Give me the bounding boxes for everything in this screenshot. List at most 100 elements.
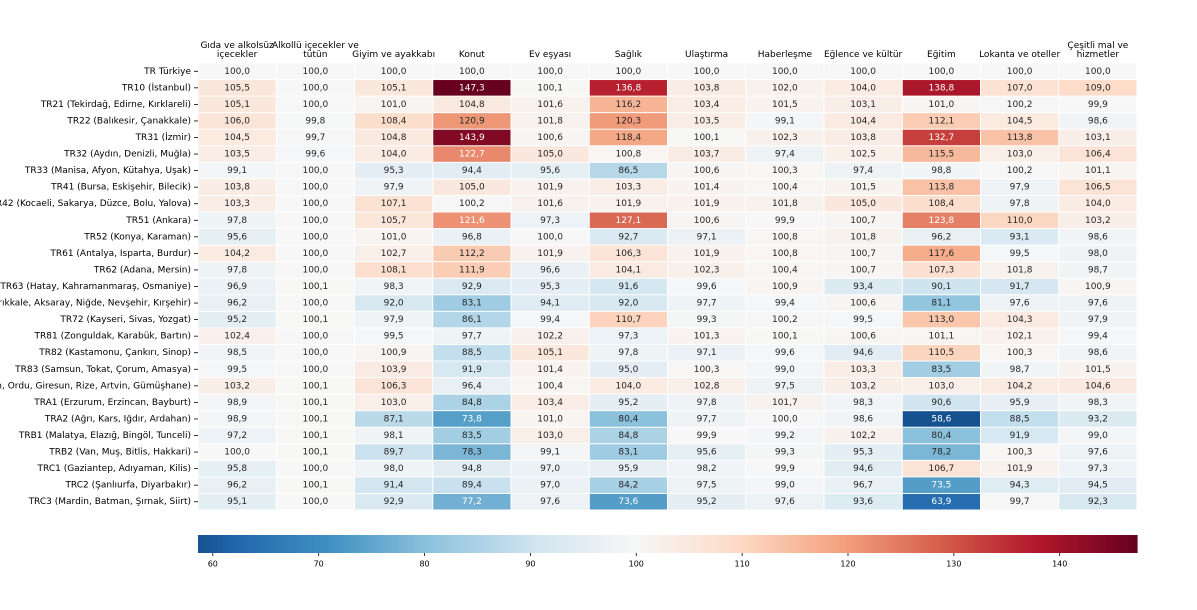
heatmap-cell <box>746 179 824 195</box>
cell-label: 94,6 <box>853 464 873 474</box>
heatmap-cell <box>589 311 667 328</box>
heatmap-cell <box>1059 113 1137 129</box>
cell-label: 83,1 <box>462 299 482 309</box>
heatmap-cell <box>511 262 589 278</box>
heatmap-cell <box>433 460 511 477</box>
colorbar-segment <box>755 535 759 553</box>
heatmap-cell <box>1059 245 1137 262</box>
colorbar-segment <box>523 535 528 553</box>
heatmap-cell <box>668 361 746 378</box>
heatmap-cell <box>746 427 824 444</box>
heatmap-cell <box>276 295 354 311</box>
colorbar-segment <box>1061 535 1066 553</box>
cell-label: 100,6 <box>694 166 720 176</box>
row-label: TR22 (Balıkesir, Çanakkale) <box>66 116 191 126</box>
heatmap-cell <box>981 328 1059 344</box>
colorbar-tick-label: 80 <box>419 560 429 569</box>
heatmap-cell <box>511 195 589 212</box>
colorbar-segment <box>986 535 991 553</box>
colorbar-segment <box>902 535 906 553</box>
colorbar-segment <box>460 535 465 553</box>
colorbar-segment <box>658 535 662 553</box>
heatmap-cell <box>824 179 902 195</box>
cell-label: 94,8 <box>462 464 482 474</box>
heatmap-cell <box>433 311 511 328</box>
cell-label: 100,9 <box>1085 282 1111 292</box>
colorbar-segment <box>939 535 944 553</box>
colorbar-segment <box>263 535 268 553</box>
cell-label: 99,7 <box>1010 497 1030 507</box>
heatmap-cell <box>589 278 667 295</box>
heatmap-cell <box>511 162 589 179</box>
colorbar-segment <box>701 535 706 553</box>
heatmap-cell <box>981 411 1059 427</box>
heatmap-cell <box>511 344 589 361</box>
heatmap-cell <box>824 493 902 510</box>
cell-label: 101,7 <box>772 398 798 408</box>
colorbar-segment <box>698 535 703 553</box>
heatmap-cell <box>589 427 667 444</box>
colorbar-segment <box>561 535 565 553</box>
colorbar-segment <box>470 535 475 553</box>
heatmap-cell <box>746 311 824 328</box>
heatmap-cell <box>902 63 980 80</box>
cell-label: 103,5 <box>694 116 720 126</box>
colorbar-segment <box>291 535 296 553</box>
row-label: TR33 (Manisa, Afyon, Kütahya, Uşak) <box>24 166 191 176</box>
colorbar-segment <box>570 535 575 553</box>
cell-label: 99,5 <box>1010 249 1030 259</box>
cell-label: 97,0 <box>540 481 560 491</box>
colorbar-segment <box>996 535 1000 553</box>
heatmap-cell <box>824 162 902 179</box>
heatmap-cell <box>668 262 746 278</box>
heatmap-cell <box>902 460 980 477</box>
heatmap-cell <box>276 460 354 477</box>
cell-label: 102,1 <box>1007 332 1033 342</box>
cell-label: 97,9 <box>1010 183 1030 193</box>
colorbar-segment <box>269 535 274 553</box>
cell-label: 101,4 <box>537 365 563 375</box>
heatmap-cell <box>668 278 746 295</box>
heatmap-cell <box>276 245 354 262</box>
cell-label: 100,1 <box>302 481 328 491</box>
colorbar-segment <box>946 535 950 553</box>
column-header: Lokanta ve oteller <box>979 50 1061 60</box>
colorbar-segment <box>1002 535 1007 553</box>
colorbar-segment <box>473 535 478 553</box>
cell-label: 95,6 <box>540 166 560 176</box>
cell-label: 97,8 <box>618 348 638 358</box>
cell-label: 99,9 <box>775 464 795 474</box>
heatmap-cell <box>824 113 902 129</box>
heatmap-cell <box>981 460 1059 477</box>
colorbar-segment <box>845 535 850 553</box>
colorbar-segment <box>942 535 947 553</box>
cell-label: 99,1 <box>540 448 560 458</box>
cell-label: 99,1 <box>775 116 795 126</box>
cell-label: 113,0 <box>928 315 954 325</box>
colorbar-segment <box>548 535 553 553</box>
heatmap-cell <box>824 444 902 460</box>
heatmap-cell <box>1059 378 1137 394</box>
heatmap-cell <box>902 146 980 162</box>
colorbar-segment <box>226 535 230 553</box>
cell-label: 106,5 <box>1085 183 1111 193</box>
column-header: Alkollü içecekler ve tütün <box>271 41 359 60</box>
heatmap-cell <box>589 63 667 80</box>
colorbar-segment <box>520 535 525 553</box>
heatmap-cell <box>276 477 354 493</box>
cell-label: 147,3 <box>459 83 485 93</box>
cell-label: 100,2 <box>1007 166 1033 176</box>
colorbar-segment <box>1027 535 1032 553</box>
heatmap-cell <box>198 460 276 477</box>
colorbar-segment <box>608 535 612 553</box>
cell-label: 101,1 <box>1085 166 1111 176</box>
colorbar-segment <box>554 535 559 553</box>
cell-label: 86,1 <box>462 315 482 325</box>
colorbar-segment <box>564 535 568 553</box>
heatmap-cell <box>902 394 980 411</box>
heatmap-cell <box>824 311 902 328</box>
heatmap-cell <box>981 162 1059 179</box>
cell-label: 101,3 <box>694 332 720 342</box>
heatmap-cell <box>902 179 980 195</box>
heatmap-cell <box>981 212 1059 229</box>
